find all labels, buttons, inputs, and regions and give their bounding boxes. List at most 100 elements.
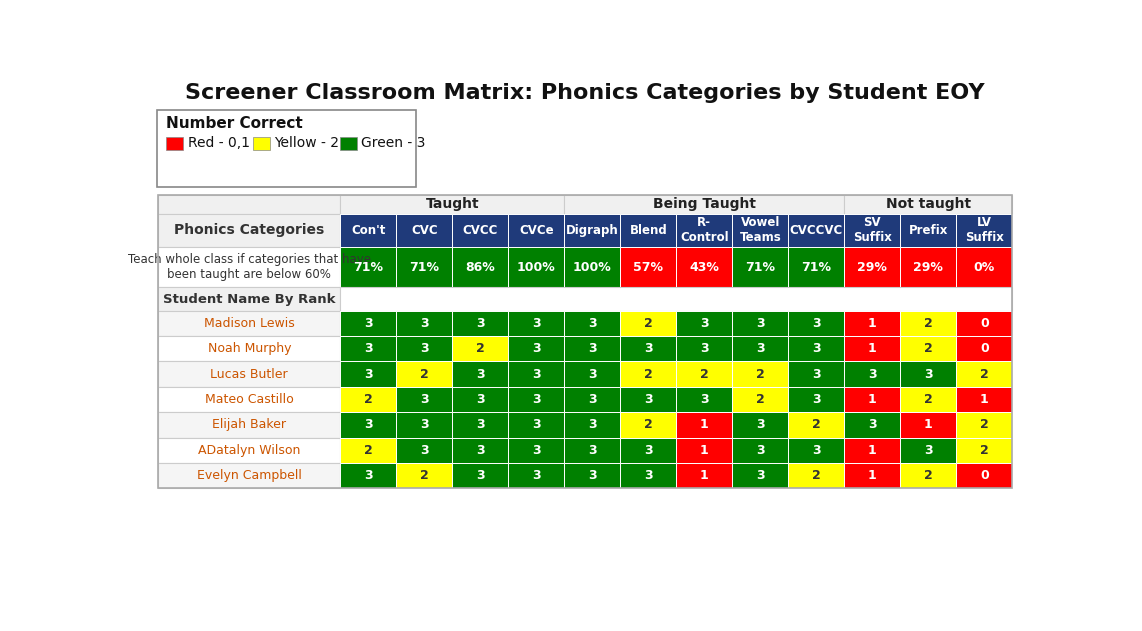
Text: 3: 3 (476, 368, 484, 380)
Text: 1: 1 (980, 393, 989, 406)
Text: Con't: Con't (352, 224, 386, 237)
Text: 3: 3 (588, 342, 596, 355)
Text: 1: 1 (700, 444, 709, 457)
Text: 3: 3 (532, 418, 540, 432)
Bar (732, 412, 788, 438)
Text: 1: 1 (924, 418, 933, 432)
Bar (452, 387, 508, 412)
Text: 3: 3 (756, 469, 765, 482)
Bar (620, 438, 676, 463)
Bar (340, 310, 396, 336)
Bar (508, 336, 564, 362)
Bar (159, 336, 340, 362)
Bar (676, 463, 732, 488)
Bar (508, 213, 564, 247)
Text: 3: 3 (588, 418, 596, 432)
Text: 3: 3 (364, 368, 372, 380)
Text: 3: 3 (812, 368, 821, 380)
Bar (956, 463, 1012, 488)
Bar (788, 247, 844, 288)
Bar (159, 387, 340, 412)
Bar (844, 412, 900, 438)
Text: 3: 3 (532, 342, 540, 355)
Text: 2: 2 (980, 368, 989, 380)
Bar (340, 362, 396, 387)
Bar (676, 310, 732, 336)
Text: 2: 2 (812, 418, 821, 432)
Text: 3: 3 (812, 393, 821, 406)
Text: 3: 3 (812, 444, 821, 457)
Bar (900, 387, 956, 412)
Text: 3: 3 (924, 444, 933, 457)
Text: 2: 2 (980, 418, 989, 432)
Text: 2: 2 (644, 368, 653, 380)
Text: ADatalyn Wilson: ADatalyn Wilson (198, 444, 300, 457)
Bar (676, 247, 732, 288)
Bar (396, 336, 452, 362)
Text: CVC: CVC (411, 224, 437, 237)
Text: 3: 3 (364, 317, 372, 330)
Bar (396, 438, 452, 463)
Bar (732, 387, 788, 412)
Bar (159, 247, 340, 288)
Text: 2: 2 (980, 444, 989, 457)
Text: 3: 3 (756, 317, 765, 330)
Bar (396, 213, 452, 247)
Bar (732, 362, 788, 387)
Bar (676, 387, 732, 412)
Bar (452, 213, 508, 247)
Bar (620, 213, 676, 247)
Bar (900, 310, 956, 336)
Bar (620, 412, 676, 438)
Text: 2: 2 (420, 368, 428, 380)
Bar (620, 336, 676, 362)
Bar (340, 438, 396, 463)
Bar (452, 336, 508, 362)
Bar (564, 310, 620, 336)
Text: CVCe: CVCe (520, 224, 554, 237)
Bar (340, 213, 396, 247)
Text: LV
Suffix: LV Suffix (965, 216, 1004, 244)
Text: 1: 1 (700, 418, 709, 432)
Bar (956, 336, 1012, 362)
Text: 3: 3 (924, 368, 933, 380)
Text: 0: 0 (980, 317, 989, 330)
Text: 3: 3 (868, 368, 877, 380)
Text: Evelyn Campbell: Evelyn Campbell (196, 469, 301, 482)
Text: 3: 3 (364, 469, 372, 482)
Bar (956, 247, 1012, 288)
Text: 3: 3 (532, 368, 540, 380)
Text: Prefix: Prefix (909, 224, 948, 237)
Bar (564, 195, 844, 213)
Text: 2: 2 (420, 469, 428, 482)
Text: 3: 3 (588, 317, 596, 330)
Bar (732, 247, 788, 288)
Text: Student Name By Rank: Student Name By Rank (163, 293, 336, 305)
Bar (340, 247, 396, 288)
Text: 1: 1 (868, 317, 877, 330)
Bar (508, 247, 564, 288)
Text: 3: 3 (476, 469, 484, 482)
Bar (732, 463, 788, 488)
Text: 57%: 57% (634, 261, 664, 274)
Text: Screener Classroom Matrix: Phonics Categories by Student EOY: Screener Classroom Matrix: Phonics Categ… (185, 83, 986, 103)
Text: 1: 1 (868, 342, 877, 355)
Text: SV
Suffix: SV Suffix (853, 216, 892, 244)
Text: Being Taught: Being Taught (653, 198, 756, 211)
Text: 1: 1 (868, 469, 877, 482)
Bar (564, 247, 620, 288)
Text: 3: 3 (476, 393, 484, 406)
Bar (844, 336, 900, 362)
Bar (452, 438, 508, 463)
Text: Vowel
Teams: Vowel Teams (740, 216, 781, 244)
Bar (620, 310, 676, 336)
Text: 3: 3 (644, 342, 653, 355)
Text: 3: 3 (644, 469, 653, 482)
Text: 3: 3 (532, 393, 540, 406)
Text: 2: 2 (924, 317, 933, 330)
Text: Elijah Baker: Elijah Baker (212, 418, 287, 432)
Bar (564, 463, 620, 488)
Bar (732, 213, 788, 247)
Bar (508, 310, 564, 336)
Text: 2: 2 (364, 444, 372, 457)
